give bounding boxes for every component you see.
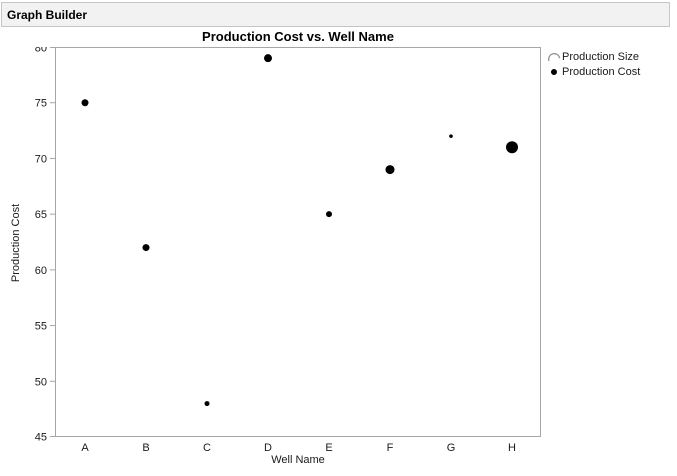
- data-point-C[interactable]: [204, 401, 210, 407]
- x-tick-label: D: [264, 442, 272, 454]
- x-tick-label: E: [325, 442, 332, 454]
- plot-frame: [55, 47, 541, 437]
- legend: Production Size Production Cost: [546, 49, 640, 79]
- y-tick-label: 45: [35, 432, 47, 444]
- window-title: Graph Builder: [7, 7, 88, 22]
- data-point-H[interactable]: [506, 141, 518, 154]
- legend-item-production-cost[interactable]: Production Cost: [546, 64, 640, 79]
- y-tick-label: 55: [35, 321, 47, 333]
- y-tick-label: 60: [35, 265, 47, 277]
- chart-title: Production Cost vs. Well Name: [202, 29, 394, 44]
- x-tick-label: B: [142, 442, 149, 454]
- data-point-F[interactable]: [385, 165, 395, 175]
- x-tick-label: A: [81, 442, 89, 454]
- data-point-D[interactable]: [264, 54, 272, 63]
- y-tick-label: 50: [35, 376, 47, 388]
- legend-label: Production Cost: [562, 65, 641, 78]
- x-tick-label: G: [447, 442, 456, 454]
- data-point-A[interactable]: [81, 99, 89, 107]
- x-tick-label: H: [508, 442, 516, 454]
- x-tick-label: F: [387, 442, 394, 454]
- y-tick-label: 75: [35, 98, 47, 110]
- legend-item-production-size[interactable]: Production Size: [546, 49, 640, 64]
- y-tick-label: 65: [35, 209, 47, 221]
- data-point-G[interactable]: [449, 134, 453, 138]
- y-tick-label: 70: [35, 153, 47, 165]
- legend-label: Production Size: [562, 50, 640, 63]
- plot-area[interactable]: 45 50 55 60 65 70 75 80 A B C D E F G H: [20, 47, 550, 459]
- data-point-E[interactable]: [326, 211, 332, 218]
- data-point-B[interactable]: [142, 244, 150, 252]
- size-legend-arc-icon: [546, 50, 562, 64]
- x-tick-label: C: [203, 442, 211, 454]
- y-tick-label: 80: [35, 47, 47, 55]
- dot-marker-icon: [546, 65, 562, 79]
- graph-builder-outline-header[interactable]: Graph Builder: [1, 2, 670, 27]
- x-axis-title: Well Name: [271, 454, 325, 466]
